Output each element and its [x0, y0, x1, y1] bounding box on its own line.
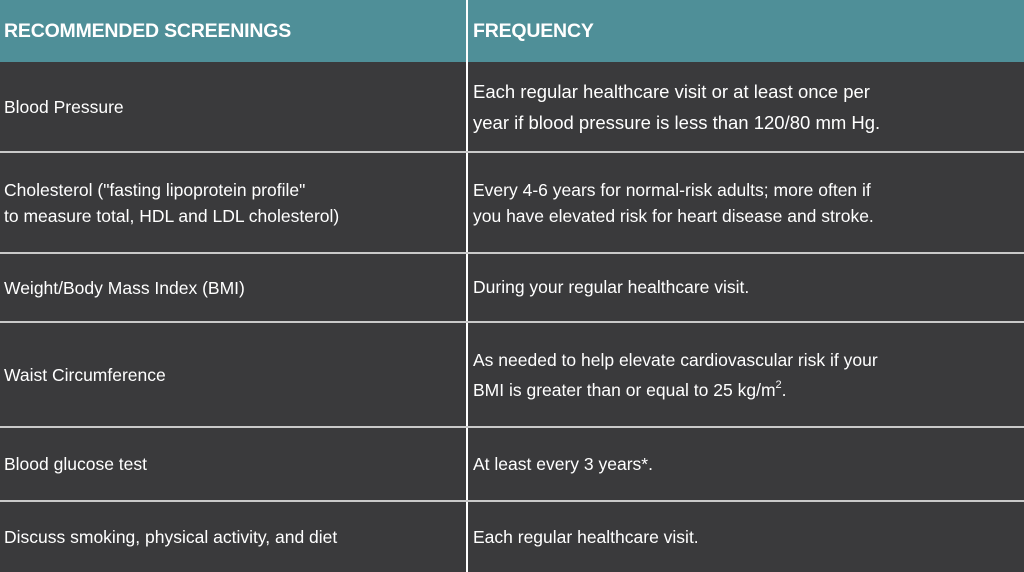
screening-cell: Cholesterol ("fasting lipoprotein profil…: [0, 153, 466, 252]
screening-cell: Weight/Body Mass Index (BMI): [4, 277, 245, 298]
frequency-end: .: [781, 379, 787, 400]
header-recommended-screenings: RECOMMENDED SCREENINGS: [4, 19, 292, 42]
frequency-cell: Each regular healthcare visit or at leas…: [466, 62, 1024, 151]
frequency-line: BMI is greater than or equal to 25 kg/m2…: [473, 375, 878, 405]
row-divider: [0, 426, 1024, 428]
screening-line: Cholesterol ("fasting lipoprotein profil…: [4, 179, 306, 200]
table-row: Cholesterol ("fasting lipoprotein profil…: [0, 153, 1024, 252]
screening-cell: Blood Pressure: [4, 96, 124, 117]
row-divider: [0, 321, 1024, 323]
row-divider: [0, 151, 1024, 153]
frequency-text: BMI is greater than or equal to 25 kg/m: [473, 379, 776, 400]
frequency-cell: During your regular healthcare visit.: [466, 254, 1024, 321]
frequency-line: year if blood pressure is less than 120/…: [473, 111, 881, 133]
table-row: Weight/Body Mass Index (BMI) During your…: [0, 254, 1024, 321]
table-row: Blood glucose test At least every 3 year…: [0, 428, 1024, 500]
frequency-line: Each regular healthcare visit or at leas…: [473, 80, 870, 102]
frequency-line: Every 4-6 years for normal-risk adults; …: [473, 179, 871, 200]
frequency-cell: At least every 3 years*.: [466, 428, 1024, 500]
frequency-cell: Every 4-6 years for normal-risk adults; …: [466, 153, 1024, 252]
screening-line: to measure total, HDL and LDL cholestero…: [4, 205, 340, 226]
frequency-line: you have elevated risk for heart disease…: [473, 205, 874, 226]
screening-cell: Waist Circumference: [4, 364, 166, 385]
header-frequency: FREQUENCY: [466, 0, 1024, 62]
row-divider: [0, 252, 1024, 254]
superscript: 2: [775, 378, 782, 391]
frequency-line: As needed to help elevate cardiovascular…: [473, 349, 878, 370]
screening-cell: Discuss smoking, physical activity, and …: [4, 527, 338, 547]
frequency-cell: Each regular healthcare visit.: [466, 502, 1024, 572]
screening-cell: Blood glucose test: [4, 454, 148, 474]
table-header: RECOMMENDED SCREENINGS FREQUENCY: [0, 0, 1024, 62]
row-divider: [0, 500, 1024, 502]
table-row: Discuss smoking, physical activity, and …: [0, 502, 1024, 572]
table-row: Waist Circumference As needed to help el…: [0, 323, 1024, 426]
frequency-cell: As needed to help elevate cardiovascular…: [466, 323, 1024, 426]
table-row: Blood Pressure Each regular healthcare v…: [0, 62, 1024, 151]
